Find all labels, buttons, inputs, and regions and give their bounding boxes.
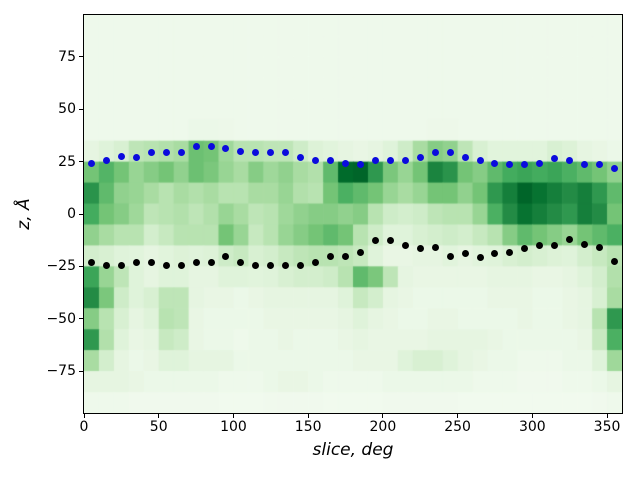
- x-tick-mark: [382, 414, 384, 418]
- y-tick-label: 0: [67, 206, 76, 222]
- x-tick-mark: [158, 414, 160, 418]
- heatmap: [84, 15, 622, 413]
- y-tick-mark: [79, 108, 83, 110]
- y-tick-label: 75: [58, 48, 76, 65]
- x-tick-label: 250: [444, 419, 471, 435]
- x-tick-label: 0: [79, 419, 89, 435]
- x-tick-label: 200: [369, 419, 397, 435]
- y-tick-mark: [79, 265, 83, 267]
- y-tick-label: 50: [58, 101, 76, 118]
- x-tick-mark: [531, 414, 533, 418]
- y-tick-label: 25: [58, 153, 76, 170]
- x-tick-mark: [606, 414, 608, 418]
- x-tick-mark: [83, 414, 85, 418]
- y-tick-mark: [79, 161, 83, 163]
- y-tick-label: −25: [46, 258, 76, 275]
- y-axis-label: z, Å: [14, 198, 34, 230]
- y-tick-label: −50: [46, 310, 76, 327]
- y-tick-label: −75: [46, 363, 76, 380]
- y-tick-mark: [79, 370, 83, 372]
- x-tick-label: 100: [220, 419, 247, 435]
- y-tick-mark: [79, 213, 83, 215]
- x-tick-mark: [457, 414, 459, 418]
- x-tick-label: 50: [149, 419, 168, 435]
- x-tick-label: 300: [518, 419, 546, 435]
- x-tick-mark: [232, 414, 234, 418]
- plot-area: [83, 14, 623, 414]
- x-axis-label: slice, deg: [312, 440, 394, 460]
- y-tick-mark: [79, 56, 83, 58]
- x-tick-mark: [307, 414, 309, 418]
- x-tick-label: 350: [593, 419, 621, 435]
- y-tick-mark: [79, 318, 83, 320]
- x-tick-label: 150: [294, 419, 322, 435]
